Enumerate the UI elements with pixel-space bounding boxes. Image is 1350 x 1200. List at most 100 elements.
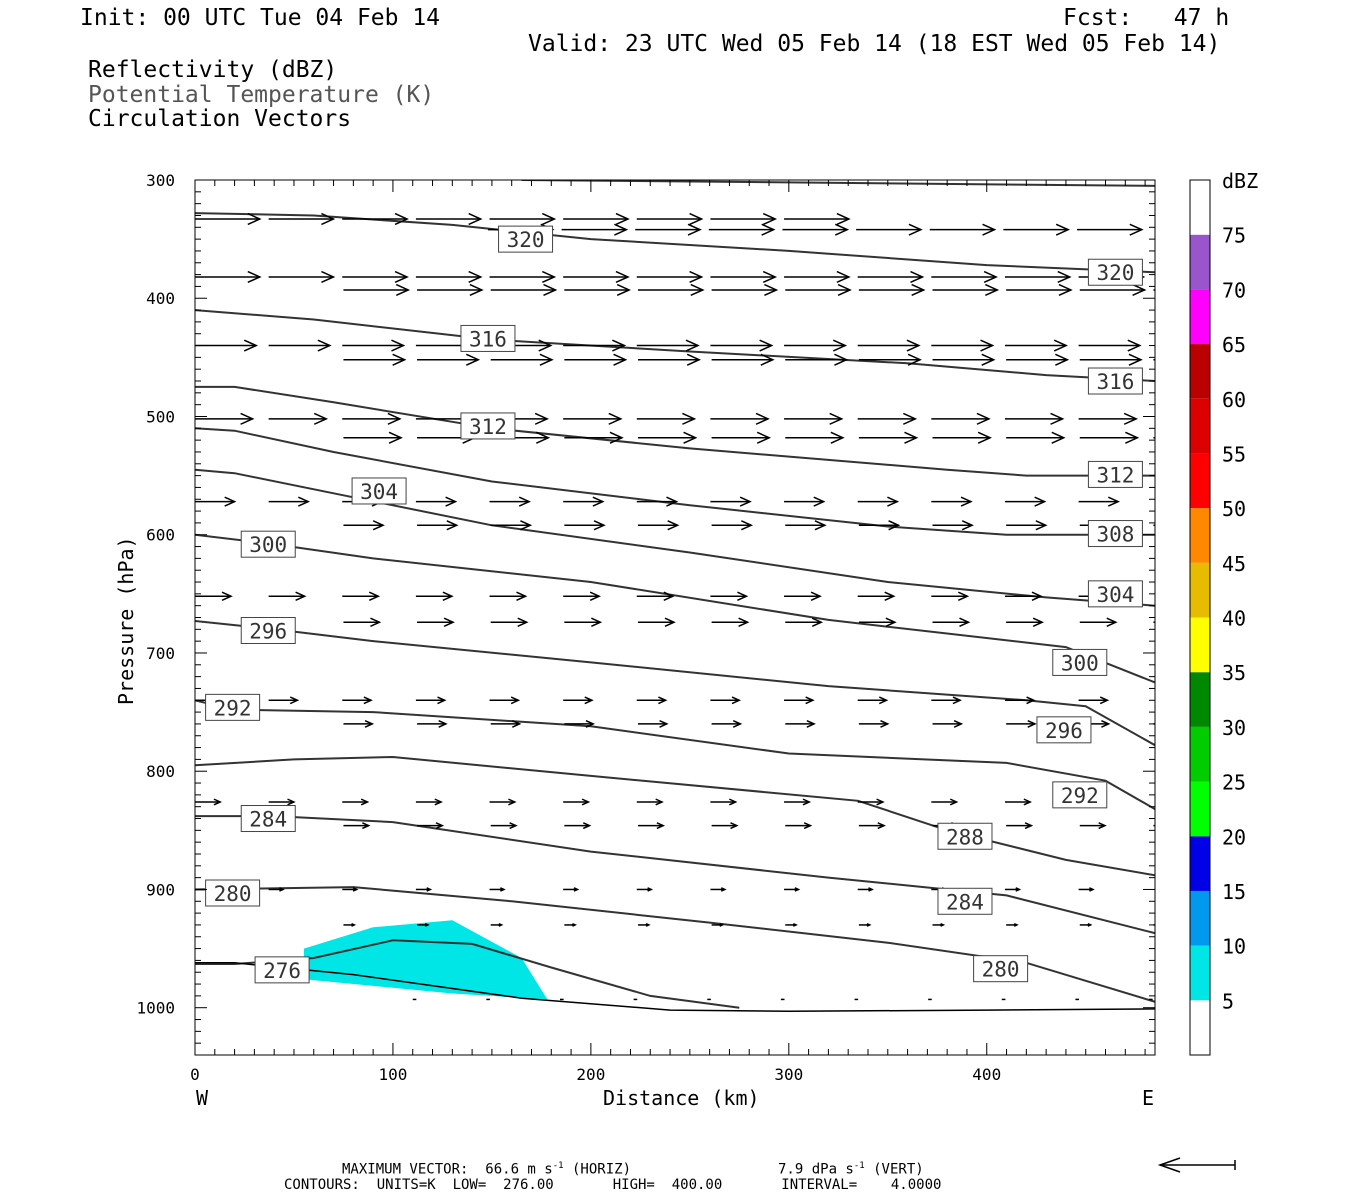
vector-arrow bbox=[417, 617, 455, 627]
colorbar-label: 50 bbox=[1222, 497, 1246, 521]
vector-head bbox=[906, 339, 921, 352]
contour-label-box bbox=[1052, 648, 1108, 676]
vector-arrow bbox=[785, 923, 798, 927]
vector-head bbox=[1053, 339, 1068, 352]
contour-label-box bbox=[937, 887, 993, 915]
vector-arrow bbox=[490, 520, 533, 531]
vector-head bbox=[364, 719, 375, 728]
vector-head bbox=[911, 283, 926, 297]
vector-arrow bbox=[415, 887, 433, 892]
x-tick-label: 200 bbox=[576, 1065, 605, 1084]
colorbar-segment bbox=[1190, 180, 1210, 235]
vector-head bbox=[803, 822, 813, 830]
vector-head bbox=[592, 496, 605, 507]
vector-head bbox=[1087, 923, 1093, 927]
vector-head bbox=[1089, 887, 1095, 892]
vector-head bbox=[468, 212, 483, 226]
vector-head bbox=[287, 798, 296, 806]
vector-arrow bbox=[857, 591, 896, 601]
vector-arrow bbox=[268, 412, 329, 425]
vector-head bbox=[884, 591, 896, 601]
vector-arrow bbox=[1006, 923, 1019, 927]
vector-head bbox=[1015, 887, 1022, 892]
vector-arrow bbox=[268, 591, 307, 601]
vector-head bbox=[741, 520, 754, 531]
vector-arrow bbox=[343, 617, 382, 627]
vector-arrow bbox=[637, 719, 669, 728]
contour-label-304: 304 bbox=[351, 477, 407, 505]
vector-head bbox=[756, 431, 772, 444]
contour-276 bbox=[195, 939, 740, 1009]
vector-arrow bbox=[784, 412, 844, 425]
contour-label-296: 296 bbox=[1036, 716, 1092, 744]
vector-head bbox=[1055, 223, 1071, 236]
vector-head bbox=[730, 822, 739, 830]
y-axis-title: Pressure (hPa) bbox=[114, 536, 138, 705]
vector-arrow bbox=[563, 798, 591, 806]
vector-arrow bbox=[490, 923, 504, 927]
vector-head bbox=[985, 283, 1000, 297]
contour-label-280: 280 bbox=[205, 879, 261, 907]
vector-head bbox=[834, 353, 849, 366]
vector-arrow bbox=[1153, 723, 1155, 725]
vector-arrow bbox=[195, 212, 262, 226]
colorbar-label: 35 bbox=[1222, 661, 1246, 685]
y-tick-label: 500 bbox=[146, 407, 175, 426]
vector-head bbox=[1098, 822, 1107, 830]
contour-label-308: 308 bbox=[1087, 520, 1143, 548]
vector-arrow bbox=[785, 431, 845, 444]
vector-arrow bbox=[417, 520, 459, 531]
vector-head bbox=[658, 696, 668, 705]
vector-head bbox=[1027, 719, 1037, 728]
vector-arrow bbox=[636, 591, 675, 601]
vector-head bbox=[810, 591, 822, 601]
contour-label-box bbox=[973, 955, 1029, 983]
contour-label-296: 296 bbox=[240, 617, 296, 645]
vector-head bbox=[814, 520, 827, 531]
contour-label-text: 296 bbox=[1045, 719, 1083, 743]
vector-head bbox=[500, 887, 506, 892]
contour-312 bbox=[195, 385, 1155, 477]
forecast-hour: Fcst: 47 h bbox=[1063, 5, 1230, 31]
vector-arrow bbox=[268, 798, 296, 806]
vector-arrow bbox=[490, 719, 522, 728]
vector-arrow bbox=[785, 283, 852, 297]
vector-arrow bbox=[1079, 617, 1118, 627]
vector-arrow bbox=[858, 283, 926, 297]
vector-arrow bbox=[858, 617, 897, 627]
vector-head bbox=[659, 719, 669, 728]
vector-arrow bbox=[1006, 353, 1070, 366]
vector-arrow bbox=[564, 617, 603, 627]
vector-head bbox=[613, 353, 628, 366]
vector-head bbox=[811, 617, 824, 627]
colorbar-label: 55 bbox=[1222, 442, 1246, 466]
vector-head bbox=[1031, 591, 1043, 601]
colorbar-segment bbox=[1190, 1000, 1210, 1055]
vector-head bbox=[868, 887, 874, 892]
vector-head bbox=[298, 496, 311, 507]
vector-head bbox=[977, 431, 992, 444]
vector-arrow bbox=[1003, 223, 1071, 236]
vector-head bbox=[508, 798, 517, 806]
vector-head bbox=[1125, 431, 1140, 444]
vector-head bbox=[394, 212, 409, 226]
vector-arrow bbox=[1079, 431, 1140, 444]
colorbar-segment bbox=[1190, 726, 1210, 782]
contour-308 bbox=[195, 427, 1155, 536]
vector-arrow bbox=[561, 223, 629, 236]
vector-head bbox=[468, 270, 483, 284]
vector-head bbox=[690, 283, 705, 297]
east-label: E bbox=[1142, 1086, 1154, 1110]
contour-label-text: 312 bbox=[469, 415, 507, 439]
vector-arrow bbox=[857, 412, 918, 425]
vector-head bbox=[647, 887, 654, 892]
colorbar-segment bbox=[1190, 562, 1210, 618]
vector-arrow bbox=[1006, 822, 1034, 830]
colorbar-segment bbox=[1190, 508, 1210, 563]
vector-head bbox=[582, 822, 592, 830]
vector-arrow bbox=[931, 270, 998, 284]
vector-arrow bbox=[1078, 696, 1110, 705]
vector-head bbox=[953, 719, 964, 728]
vector-arrow bbox=[636, 212, 704, 226]
vector-arrow bbox=[637, 283, 705, 297]
